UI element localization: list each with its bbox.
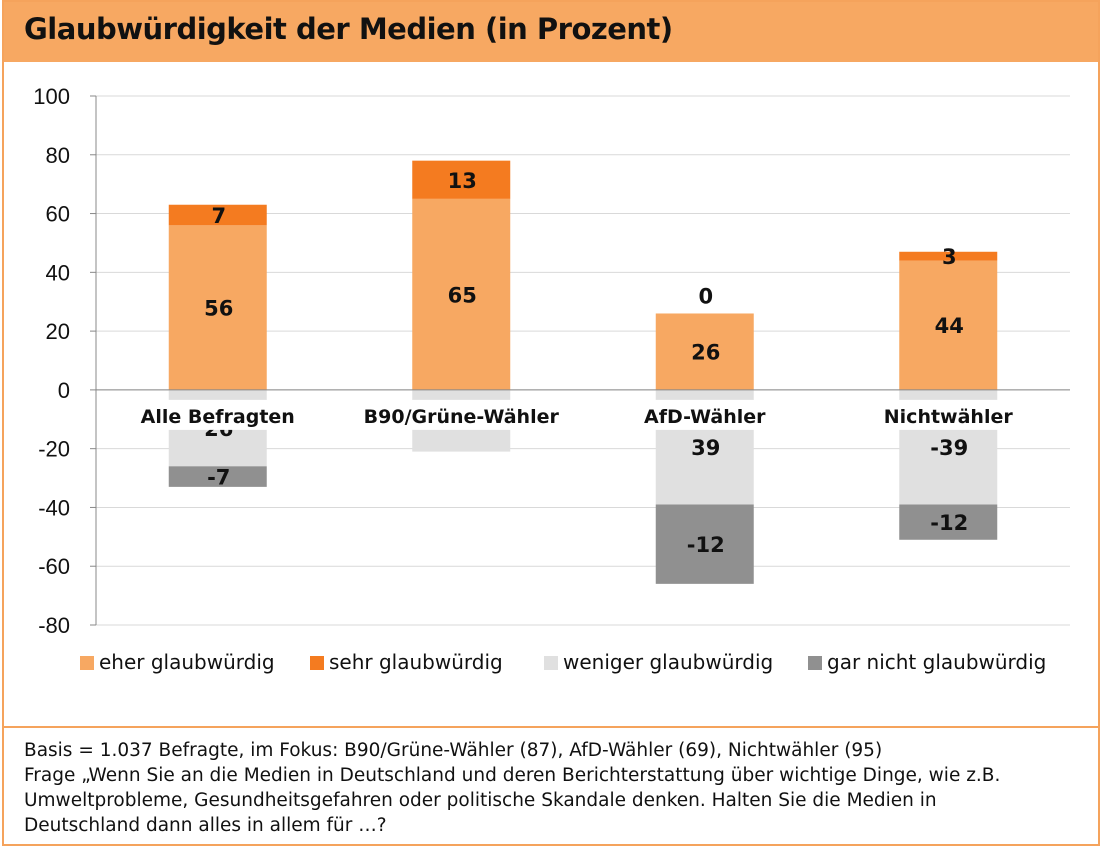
bar-segment bbox=[899, 251, 998, 261]
category-label: Nichtwähler bbox=[884, 406, 1014, 428]
y-tick-label: 80 bbox=[46, 143, 70, 168]
y-tick-label: 0 bbox=[58, 378, 70, 403]
data-label: 65 bbox=[448, 283, 477, 307]
data-label: 13 bbox=[448, 169, 477, 193]
chart-svg: 100 80 60 40 20 0 -20 -40 -60 -80 56 7 26 -7 Alle Befr… bbox=[33, 84, 1070, 674]
data-label: 26 bbox=[691, 341, 720, 365]
footer-question-line-2: Umweltprobleme, Gesundheitsgefahren oder… bbox=[24, 790, 937, 811]
footer-notes: Basis = 1.037 Befragte, im Fokus: B90/Gr… bbox=[4, 726, 1098, 844]
chart-area: 100 80 60 40 20 0 -20 -40 -60 -80 56 7 26 -7 Alle Befr… bbox=[4, 62, 1098, 726]
category-label: AfD-Wähler bbox=[644, 406, 766, 428]
legend-label: weniger glaubwürdig bbox=[563, 650, 773, 674]
footer-basis: Basis = 1.037 Befragte, im Fokus: B90/Gr… bbox=[24, 740, 883, 761]
data-label: -39 bbox=[930, 436, 968, 460]
data-label: -12 bbox=[930, 511, 968, 535]
y-tick-label: -40 bbox=[38, 495, 70, 520]
legend-swatch bbox=[80, 656, 94, 670]
y-tick-label: -20 bbox=[38, 437, 70, 462]
legend-swatch bbox=[808, 656, 822, 670]
data-label: 39 bbox=[691, 436, 720, 460]
data-label: 44 bbox=[935, 314, 964, 338]
bar-segment bbox=[168, 204, 267, 226]
legend-label: gar nicht glaubwürdig bbox=[827, 650, 1046, 674]
legend-label: sehr glaubwürdig bbox=[329, 650, 503, 674]
data-label: 0 bbox=[698, 284, 713, 308]
category-label: B90/Grüne-Wähler bbox=[364, 406, 560, 428]
footer-question-line-1: Frage „Wenn Sie an die Medien in Deutsch… bbox=[24, 765, 1001, 786]
y-tick-label: -80 bbox=[38, 613, 70, 638]
bar-segment bbox=[412, 198, 511, 390]
legend-swatch bbox=[544, 656, 558, 670]
data-label: -12 bbox=[687, 533, 725, 557]
legend-label: eher glaubwürdig bbox=[99, 650, 275, 674]
legend-swatch bbox=[310, 656, 324, 670]
footer-question-line-3: Deutschland dann alles in allem für …? bbox=[24, 815, 387, 836]
category-label: Alle Befragten bbox=[141, 406, 295, 428]
bar-segment bbox=[655, 504, 754, 584]
bar-segment bbox=[168, 466, 267, 487]
title-bar: Glaubwürdigkeit der Medien (in Prozent) bbox=[4, 2, 1098, 62]
bar-segment bbox=[655, 313, 754, 390]
chart-title: Glaubwürdigkeit der Medien (in Prozent) bbox=[24, 12, 673, 46]
data-label: -7 bbox=[207, 466, 230, 490]
bar-segment bbox=[899, 260, 998, 390]
category-label-background bbox=[877, 399, 1020, 430]
data-label: 7 bbox=[211, 204, 226, 228]
bar-segment bbox=[412, 160, 511, 199]
category-label-background bbox=[633, 399, 776, 430]
y-tick-label: 40 bbox=[46, 260, 70, 285]
bar-segment bbox=[899, 504, 998, 540]
bar-segment bbox=[168, 225, 267, 390]
data-label: 56 bbox=[204, 297, 233, 321]
data-label: 3 bbox=[942, 245, 957, 269]
category-label-background bbox=[390, 399, 533, 430]
category-label-background bbox=[146, 399, 289, 430]
y-tick-label: -60 bbox=[38, 554, 70, 579]
y-tick-label: 100 bbox=[33, 84, 70, 109]
y-tick-label: 20 bbox=[46, 319, 70, 344]
y-tick-label: 60 bbox=[46, 202, 70, 227]
